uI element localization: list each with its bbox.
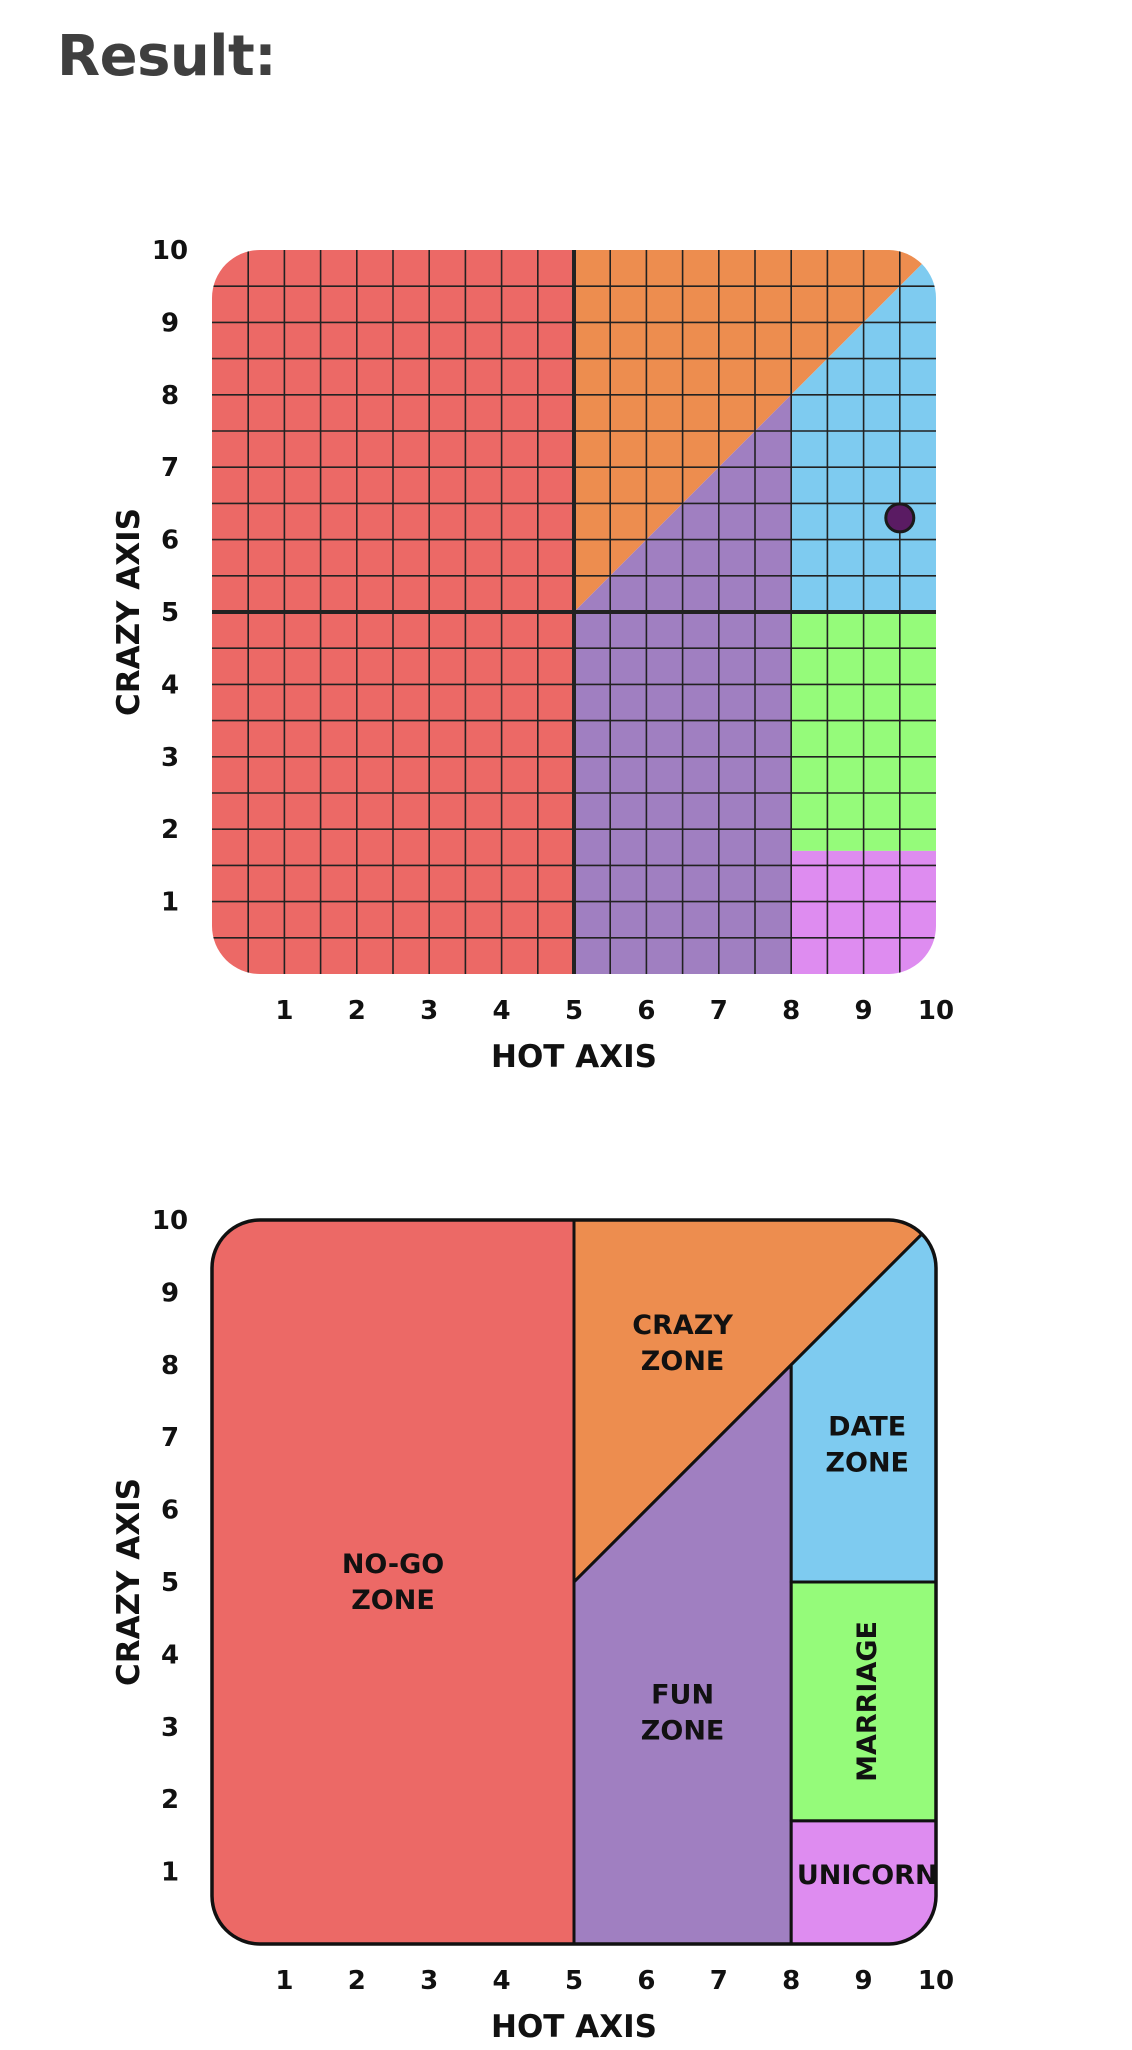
zone-label: MARRIAGE <box>852 1621 883 1782</box>
zone-label: CRAZY <box>632 1310 733 1341</box>
x-tick-label: 3 <box>420 996 438 1026</box>
y-tick-label: 1 <box>161 1858 179 1888</box>
zone-label: ZONE <box>641 1346 725 1377</box>
y-tick-label: 6 <box>161 1496 179 1526</box>
y-tick-label: 8 <box>161 1351 179 1381</box>
x-tick-label: 6 <box>637 996 655 1026</box>
x-tick-label: 9 <box>855 1966 873 1996</box>
zone-region <box>212 1220 576 1944</box>
y-tick-label: 3 <box>161 743 179 773</box>
result-heading: Result: <box>57 24 277 89</box>
zone-label: UNICORN <box>797 1860 938 1891</box>
x-tick-label: 4 <box>493 996 511 1026</box>
y-tick-label: 7 <box>161 1423 179 1453</box>
x-tick-label: 9 <box>855 996 873 1026</box>
zone-label: DATE <box>828 1411 906 1442</box>
y-tick-label: 3 <box>161 1713 179 1743</box>
x-axis-title: HOT AXIS <box>491 2009 657 2045</box>
grid-chart-plot-area <box>212 250 936 974</box>
y-tick-label: 9 <box>161 308 179 338</box>
x-tick-label: 8 <box>782 1966 800 1996</box>
x-tick-label: 6 <box>637 1966 655 1996</box>
x-tick-label: 2 <box>348 1966 366 1996</box>
x-tick-label: 4 <box>493 1966 511 1996</box>
y-tick-label: 4 <box>161 1640 179 1670</box>
x-tick-label: 3 <box>420 1966 438 1996</box>
y-axis-title: CRAZY AXIS <box>111 1478 147 1686</box>
zone-chart-border <box>210 1218 938 1946</box>
zone-label: NO-GO <box>342 1549 444 1580</box>
x-tick-label: 7 <box>710 1966 728 1996</box>
hot-crazy-grid-chart: 1 2 3 4 5 6 7 8 9 10 1 2 3 4 5 6 7 8 9 10 HOT AXIS CRAZY AXIS <box>111 236 954 1075</box>
y-tick-label: 6 <box>161 526 179 556</box>
y-tick-label: 2 <box>161 815 179 845</box>
x-tick-label: 8 <box>782 996 800 1026</box>
y-tick-label: 1 <box>161 888 179 918</box>
y-axis-title: CRAZY AXIS <box>111 508 147 716</box>
zone-label: FUN <box>651 1679 714 1710</box>
y-tick-label: 5 <box>161 1568 179 1598</box>
y-tick-label: 10 <box>152 236 188 266</box>
zone-chart-plot-area <box>212 1220 936 1944</box>
x-tick-label: 7 <box>710 996 728 1026</box>
x-tick-label: 2 <box>348 996 366 1026</box>
zone-label: ZONE <box>351 1585 435 1616</box>
zone-region <box>789 1819 936 1944</box>
x-tick-label: 1 <box>275 1966 293 1996</box>
hot-crazy-zone-chart: NO-GO ZONE CRAZY ZONE FUN ZONE DATE ZONE MARRIAG… <box>111 1206 954 2045</box>
data-point-marker <box>884 502 916 534</box>
zone-label: ZONE <box>825 1447 909 1478</box>
x-tick-label: 5 <box>565 996 583 1026</box>
y-tick-label: 2 <box>161 1785 179 1815</box>
x-tick-label: 1 <box>275 996 293 1026</box>
x-axis-title: HOT AXIS <box>491 1039 657 1075</box>
x-tick-label: 5 <box>565 1966 583 1996</box>
y-tick-label: 4 <box>161 670 179 700</box>
y-tick-label: 8 <box>161 381 179 411</box>
y-tick-label: 10 <box>152 1206 188 1236</box>
x-tick-label: 10 <box>918 1966 954 1996</box>
zone-label: ZONE <box>641 1715 725 1746</box>
y-tick-label: 7 <box>161 453 179 483</box>
x-tick-label: 10 <box>918 996 954 1026</box>
y-tick-label: 9 <box>161 1278 179 1308</box>
y-tick-label: 5 <box>161 598 179 628</box>
